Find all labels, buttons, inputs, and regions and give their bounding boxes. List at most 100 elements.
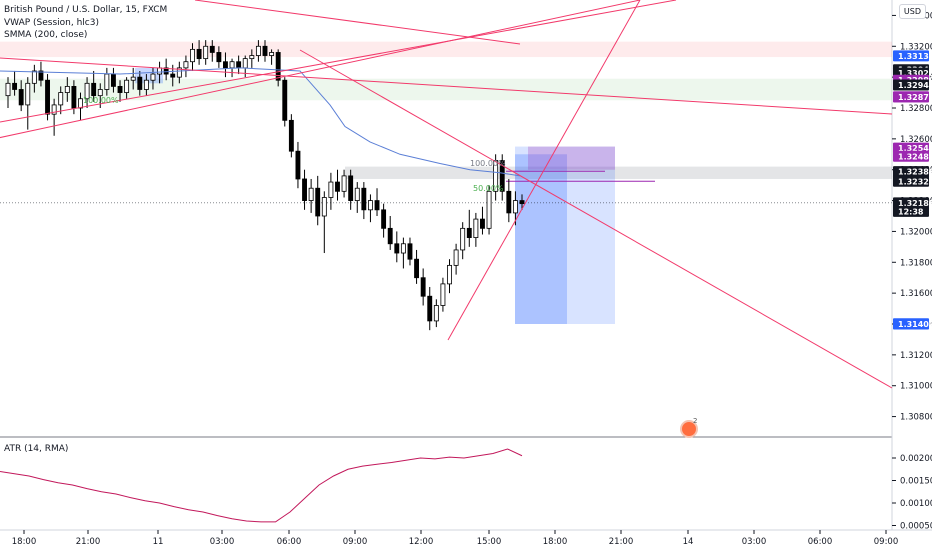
- time-tick-label: 03:00: [742, 537, 767, 547]
- target-zone-light: [515, 146, 615, 324]
- candle-up: [453, 249, 459, 266]
- candle-down: [394, 243, 400, 254]
- atr-tick-label: 0.00150: [900, 477, 932, 487]
- candle-down: [137, 76, 143, 90]
- trend-line: [194, 0, 521, 45]
- price-tick-label: 1.31600: [900, 289, 932, 299]
- candle-up: [97, 89, 103, 97]
- stop-zone: [528, 146, 615, 170]
- candle-up: [183, 61, 189, 69]
- candle-up: [190, 48, 195, 63]
- trend-line: [0, 0, 677, 123]
- fib-label: 50.00%: [473, 184, 504, 193]
- candle-down: [209, 45, 215, 53]
- candle-down: [302, 178, 307, 201]
- price-tick-label: 1.31000: [900, 382, 932, 392]
- candle-down: [117, 86, 123, 93]
- price-tag-bg: [893, 91, 929, 103]
- time-tick-label: 03:00: [210, 537, 235, 547]
- price-tag-bg: [893, 150, 929, 162]
- candle-down: [91, 82, 97, 97]
- candle-down: [420, 277, 426, 297]
- currency-button[interactable]: USD: [898, 4, 926, 19]
- candle-up: [447, 264, 452, 285]
- candle-up: [354, 187, 360, 201]
- candle-up: [31, 70, 37, 84]
- price-tag-text: 1.33026: [898, 69, 932, 78]
- candle-up: [104, 73, 110, 90]
- candle-down: [407, 243, 413, 260]
- candle-down: [18, 89, 24, 106]
- price-tag-text: 1.33138: [898, 52, 932, 61]
- candle-up: [130, 76, 136, 81]
- candle-down: [223, 61, 228, 69]
- atr-tick-label: 0.00100: [900, 499, 932, 509]
- time-tick-label: 21:00: [76, 537, 101, 547]
- price-tag: 12:38: [893, 205, 929, 217]
- price-tag: 1.33138: [893, 50, 932, 62]
- candle-down: [196, 48, 202, 60]
- time-tick-label: 09:00: [874, 537, 899, 547]
- price-tag: 1.32325: [893, 175, 932, 187]
- candle-down: [262, 45, 268, 56]
- candle-down: [110, 73, 116, 87]
- candle-down: [374, 200, 380, 211]
- price-tag-bg: [893, 79, 929, 91]
- candle-down: [71, 86, 77, 109]
- candle-up: [150, 73, 156, 81]
- price-tag-bg: [893, 166, 929, 178]
- price-tick-label: 1.32800: [900, 104, 932, 114]
- candle-up: [157, 67, 163, 75]
- price-tag-text: 1.32487: [898, 152, 932, 161]
- time-tick-label: 11: [153, 537, 164, 547]
- price-tag-bg: [893, 197, 929, 209]
- price-tag: 1.32388: [893, 166, 932, 178]
- time-tick-label: 18:00: [12, 537, 37, 547]
- atr-legend: ATR (14, RMA): [4, 444, 69, 454]
- candle-up: [84, 82, 90, 100]
- candle-down: [381, 209, 387, 229]
- price-tag-text: 12:38: [898, 207, 924, 216]
- candle-up: [78, 98, 83, 109]
- price-tag-text: 1.31400: [898, 320, 932, 329]
- price-tag-text: 1.32540: [898, 144, 932, 153]
- price-tick-label: 1.31800: [900, 258, 932, 268]
- notification-badge[interactable]: [680, 420, 698, 438]
- supply-zone: [0, 41, 892, 58]
- price-tag: 1.32949: [893, 79, 932, 91]
- candle-down: [335, 181, 340, 192]
- candle-down: [387, 227, 393, 245]
- price-tag: 1.32185: [893, 197, 932, 209]
- price-tag-bg: [893, 50, 929, 62]
- candle-up: [229, 61, 235, 69]
- candle-up: [433, 305, 439, 322]
- candle-down: [288, 119, 294, 152]
- candle-down: [499, 160, 505, 192]
- candle-down: [282, 79, 288, 121]
- candle-up: [242, 58, 248, 69]
- atr-tick-label: 0.00050: [900, 522, 932, 532]
- candle-up: [58, 92, 64, 106]
- candle-down: [427, 295, 433, 322]
- candle-down: [506, 190, 512, 214]
- price-tag-text: 1.32325: [898, 177, 932, 186]
- candle-down: [12, 82, 18, 90]
- candle-down: [163, 67, 169, 75]
- candle-up: [341, 175, 347, 192]
- time-tick-label: 06:00: [808, 537, 833, 547]
- demand-zone: [0, 78, 892, 101]
- price-tick-label: 1.30800: [900, 413, 932, 423]
- price-tag-bg: [893, 318, 929, 330]
- atr-line: [0, 448, 523, 523]
- atr-tick-label: 0.00200: [900, 454, 932, 464]
- price-tag-text: 1.32185: [898, 199, 932, 208]
- candle-down: [414, 258, 420, 279]
- candle-down: [519, 200, 525, 205]
- candle-down: [45, 79, 50, 115]
- candle-up: [25, 82, 31, 106]
- fib-label: 100.00%: [83, 96, 119, 105]
- candle-up: [51, 104, 57, 115]
- price-tag-bg: [893, 175, 929, 187]
- candle-down: [466, 227, 472, 238]
